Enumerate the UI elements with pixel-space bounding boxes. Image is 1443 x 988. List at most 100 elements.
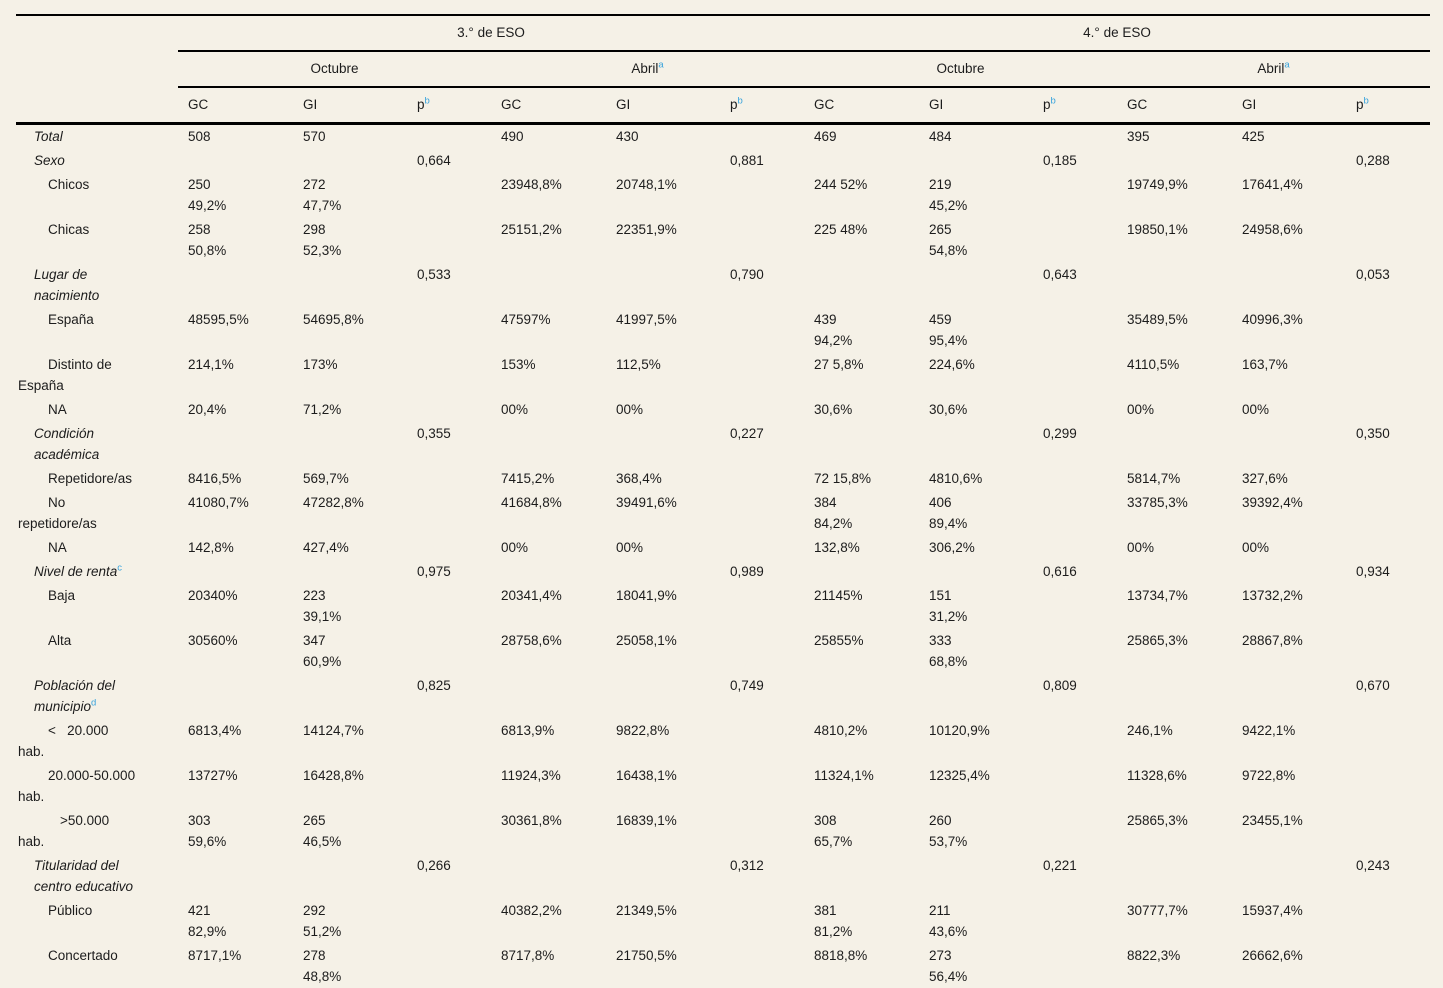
data-cell <box>1232 422 1346 467</box>
data-cell <box>491 263 606 308</box>
p-value-cell <box>1033 809 1117 854</box>
row-label: No repetidore/as <box>18 495 97 531</box>
table-header: 3.° de ESO 4.° de ESO Octubre Abrila Oct… <box>16 15 1430 125</box>
data-cell <box>804 422 919 467</box>
p-value-cell <box>720 536 804 560</box>
grade-header-row: 3.° de ESO 4.° de ESO <box>16 15 1430 52</box>
data-cell: 00% <box>1127 402 1155 417</box>
data-cell: 47282,8% <box>303 495 364 510</box>
data-cell: 459 95,4% <box>929 312 968 348</box>
data-cell: 33785,3% <box>1127 495 1188 510</box>
p-value-cell: 0,975 <box>417 564 451 579</box>
p-value-cell <box>407 398 491 422</box>
data-cell: 327,6% <box>1242 471 1288 486</box>
row-label: Chicos <box>48 177 90 192</box>
data-cell: 303 59,6% <box>188 813 227 849</box>
data-cell: 28758,6% <box>501 633 562 648</box>
data-cell: 20341,4% <box>501 588 562 603</box>
data-cell <box>606 560 720 584</box>
data-cell: 21349,5% <box>616 903 677 918</box>
data-cell: 8416,5% <box>188 471 242 486</box>
data-cell: 30361,8% <box>501 813 562 828</box>
data-cell: 8717,8% <box>501 948 555 963</box>
p-value-cell <box>720 124 804 150</box>
data-cell <box>293 263 407 308</box>
data-cell: 20748,1% <box>616 177 677 192</box>
p-value-cell: 0,221 <box>1043 858 1077 873</box>
p-value-cell <box>1346 944 1430 988</box>
column-header-gi: GI <box>919 87 1033 125</box>
p-value-cell <box>407 584 491 629</box>
data-cell: 151 31,2% <box>929 588 968 624</box>
table-row: Lugar de nacimiento 0,533 0,790 0,643 0,053 <box>16 263 1430 308</box>
grade-label: 3.° de ESO <box>457 25 525 40</box>
data-cell <box>293 854 407 899</box>
data-cell: 430 <box>616 129 639 144</box>
data-cell: 00% <box>1242 402 1270 417</box>
data-cell: 142,8% <box>188 540 234 555</box>
p-value-cell <box>407 809 491 854</box>
data-cell: 16839,1% <box>616 813 677 828</box>
data-cell: 211 43,6% <box>929 903 968 939</box>
footnote-marker-b: b <box>737 95 743 107</box>
p-label: p <box>417 97 425 112</box>
row-label: 20.000-50.000 hab. <box>18 768 136 804</box>
p-value-cell <box>720 809 804 854</box>
row-label: NA <box>48 402 67 417</box>
data-cell: 00% <box>616 402 644 417</box>
table-row: Repetidore/as 8416,5% 569,7% 7415,2% 368,4% 7… <box>16 467 1430 491</box>
table-row: Población del municipiod 0,825 0,749 0,809 0… <box>16 674 1430 719</box>
data-cell: 10120,9% <box>929 723 990 738</box>
p-value-cell: 0,825 <box>417 678 451 693</box>
column-header-gi: GI <box>606 87 720 125</box>
data-cell <box>491 854 606 899</box>
p-value-cell <box>1346 899 1430 944</box>
data-cell: 20340% <box>188 588 238 603</box>
data-cell: 16428,8% <box>303 768 364 783</box>
data-cell: 508 <box>188 129 211 144</box>
p-value-cell <box>720 491 804 536</box>
p-value-cell: 0,185 <box>1043 153 1077 168</box>
data-cell <box>178 854 293 899</box>
p-value-cell <box>407 491 491 536</box>
data-cell: 132,8% <box>814 540 860 555</box>
data-cell <box>804 854 919 899</box>
data-cell: 15937,4% <box>1242 903 1303 918</box>
data-cell: 265 46,5% <box>303 813 342 849</box>
p-value-cell <box>1033 491 1117 536</box>
data-cell <box>919 854 1033 899</box>
p-value-cell <box>720 764 804 809</box>
data-cell <box>1232 149 1346 173</box>
column-header-row: GC GI pb GC GI pb GC GI pb GC GI pb <box>16 87 1430 125</box>
data-cell: 20,4% <box>188 402 227 417</box>
demographics-table: 3.° de ESO 4.° de ESO Octubre Abrila Oct… <box>16 14 1430 988</box>
data-cell: 112,5% <box>616 357 661 372</box>
row-label: Concertado <box>48 948 118 963</box>
grade-label: 4.° de ESO <box>1083 25 1151 40</box>
p-value-cell <box>1346 629 1430 674</box>
column-header-gc: GC <box>804 87 919 125</box>
p-value-cell <box>407 467 491 491</box>
data-cell: 439 94,2% <box>814 312 853 348</box>
footnote-marker-a: a <box>658 59 664 71</box>
p-value-cell <box>407 629 491 674</box>
p-value-cell: 0,989 <box>730 564 764 579</box>
table-row: Alta 30560% 347 60,9% 28758,6% 25058,1% 25855… <box>16 629 1430 674</box>
data-cell: 40382,2% <box>501 903 562 918</box>
data-cell <box>606 149 720 173</box>
data-cell: 13734,7% <box>1127 588 1188 603</box>
p-value-cell <box>1033 584 1117 629</box>
p-value-cell <box>720 398 804 422</box>
table-row: Total 508 570 490 430 469 484 395 425 <box>16 124 1430 150</box>
row-label: Total <box>34 129 63 144</box>
month-header-octubre: Octubre <box>804 51 1117 88</box>
data-cell <box>919 149 1033 173</box>
data-cell: 25058,1% <box>616 633 677 648</box>
data-cell: 30,6% <box>929 402 968 417</box>
row-label: Lugar de nacimiento <box>34 267 100 303</box>
row-label: Nivel de rentac <box>34 562 123 579</box>
p-value-cell: 0,266 <box>417 858 451 873</box>
data-cell: 265 54,8% <box>929 222 968 258</box>
table-row: Titularidad del centro educativo 0,266 0,3… <box>16 854 1430 899</box>
data-cell: 28867,8% <box>1242 633 1303 648</box>
